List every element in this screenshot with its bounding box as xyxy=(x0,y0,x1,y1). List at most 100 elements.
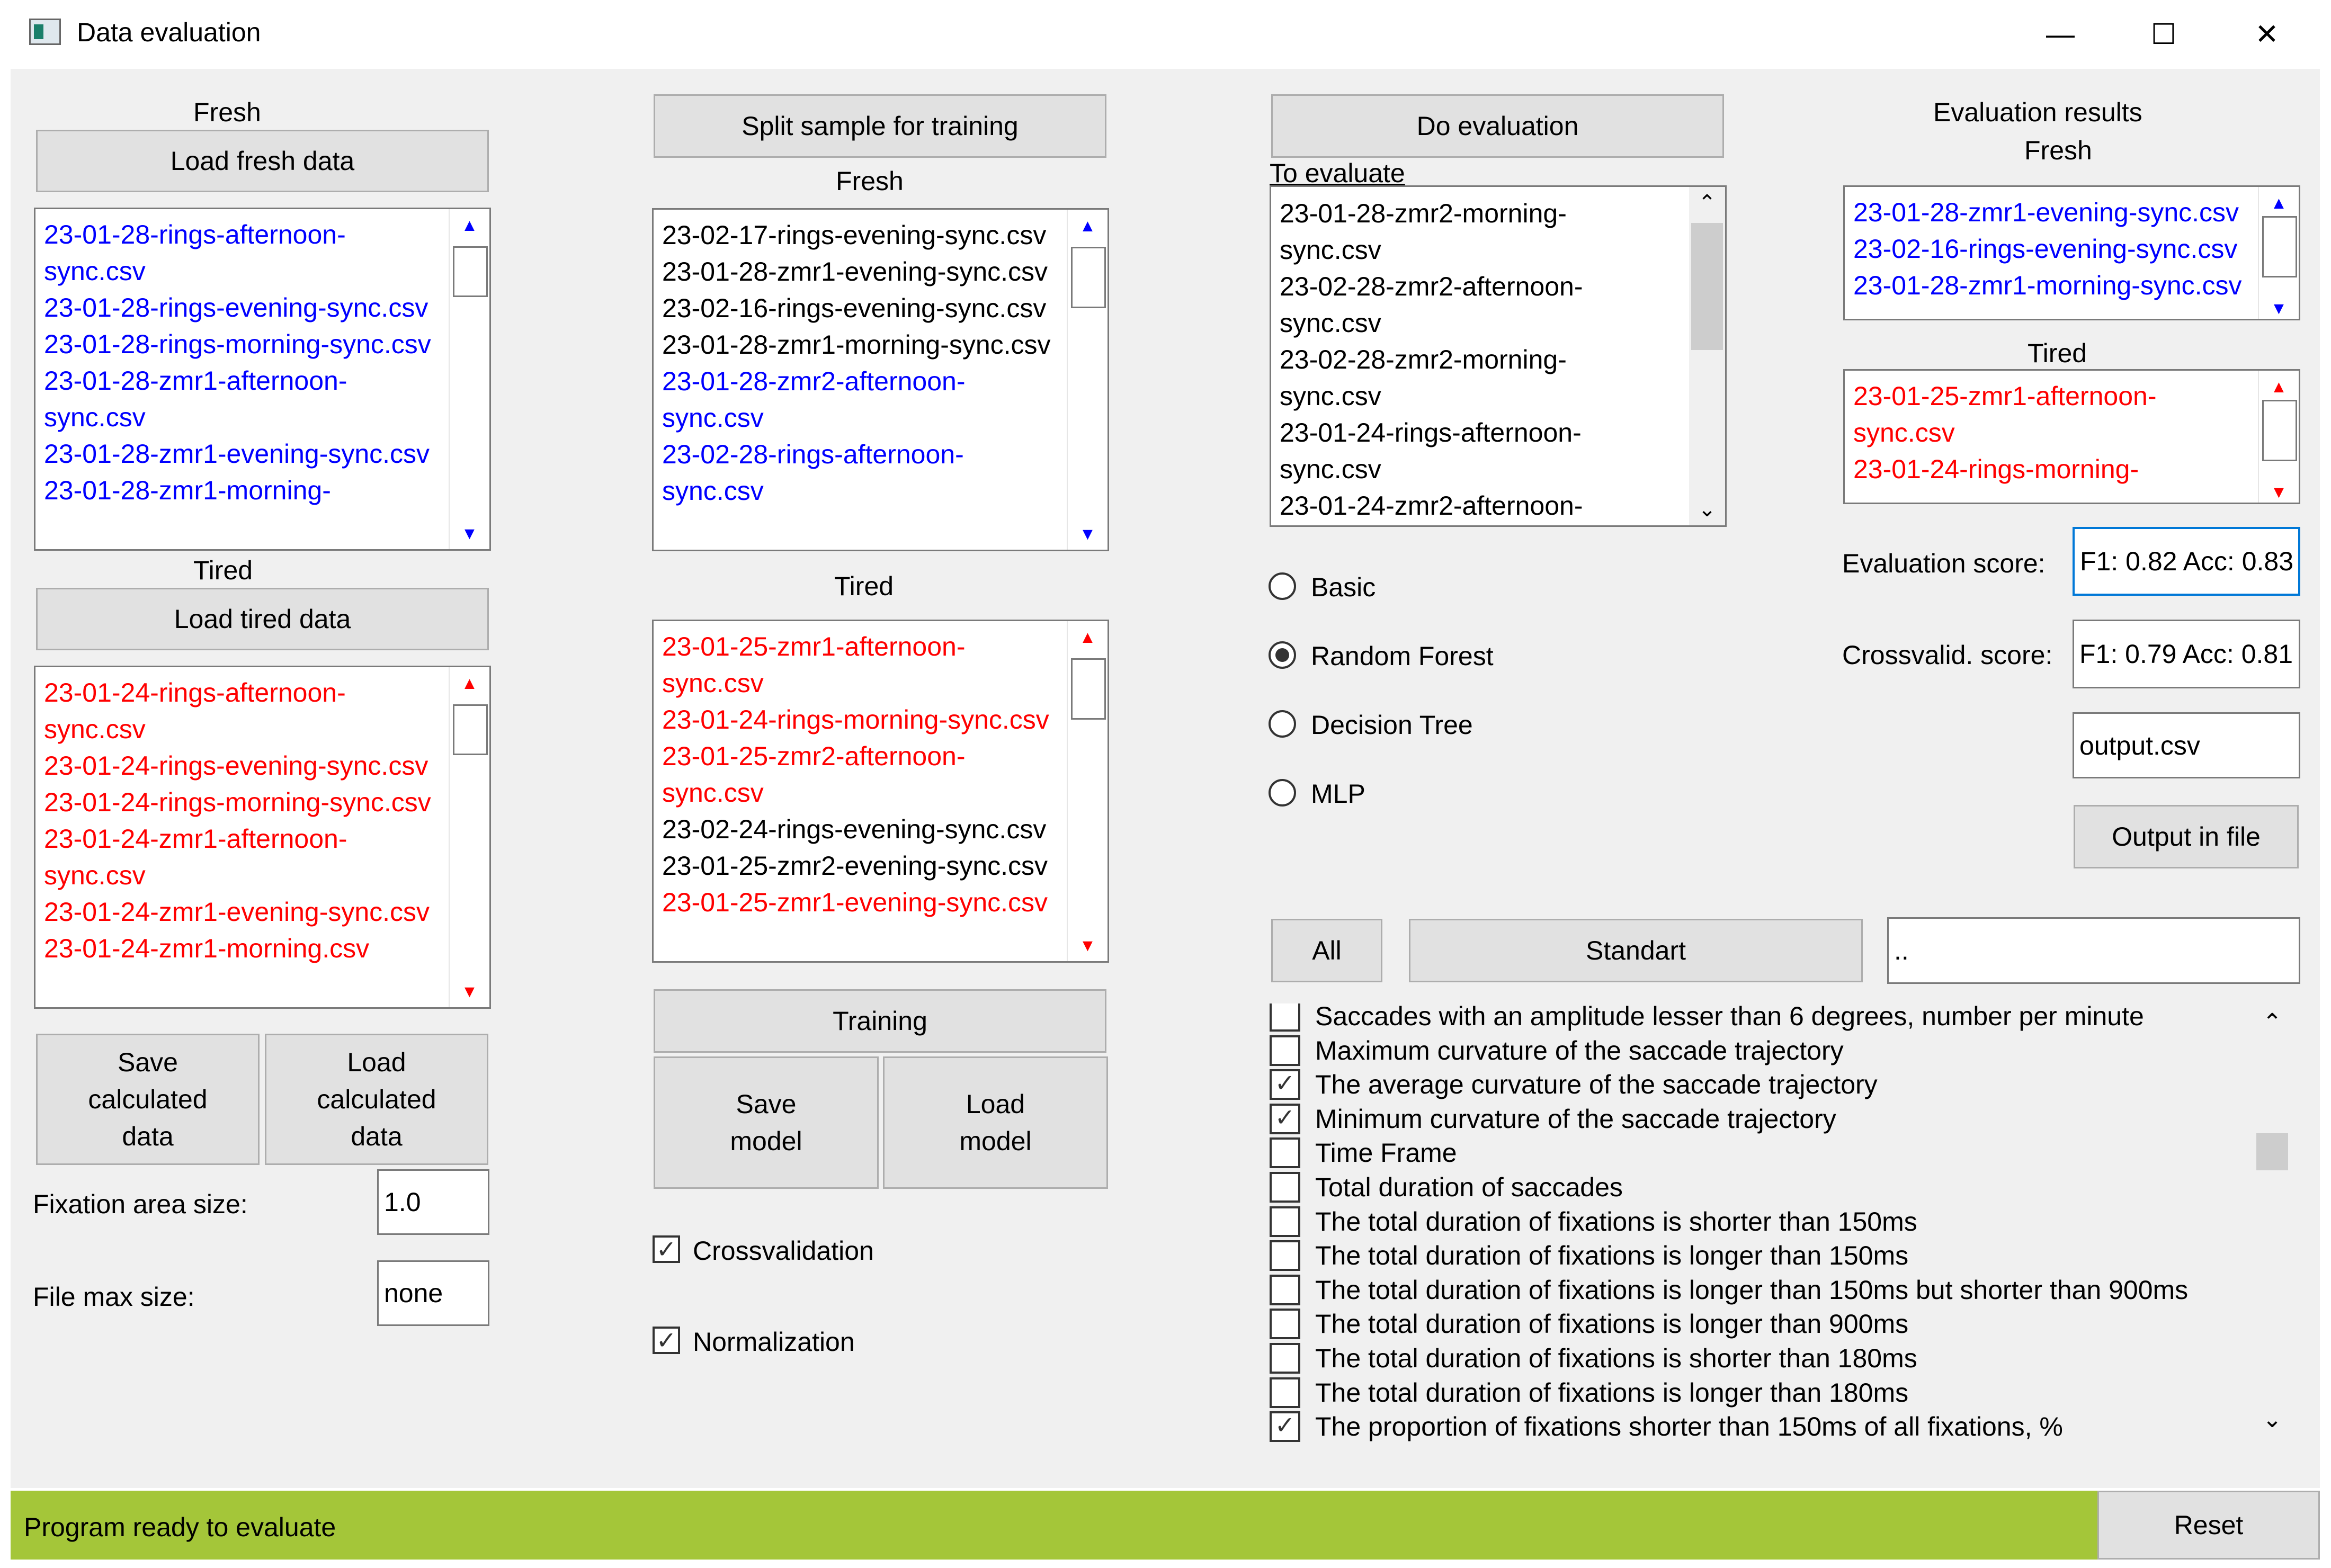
list-item[interactable]: 23-01-28-zmr2-afternoon-sync.csv xyxy=(662,366,966,433)
results-fresh-scrollbar[interactable]: ▲ ▼ xyxy=(2258,187,2299,319)
file-max-size-input[interactable]: none xyxy=(377,1260,489,1326)
feature-row[interactable]: ✓ The proportion of fixations shorter tha… xyxy=(1270,1410,2063,1443)
list-item[interactable]: 23-01-28-zmr1-evening-sync.csv xyxy=(1853,198,2239,227)
save-calculated-data-button[interactable]: Save calculated data xyxy=(36,1034,260,1165)
list-item[interactable]: 23-02-16-rings-evening-sync.csv xyxy=(662,293,1047,323)
list-item[interactable]: 23-01-28-zmr2-morning-sync.csv xyxy=(1280,199,1567,265)
scroll-down-icon[interactable]: ▼ xyxy=(461,982,478,1001)
list-item[interactable]: 23-01-28-rings-morning-sync.csv xyxy=(44,329,431,359)
minimize-icon[interactable]: — xyxy=(2046,19,2075,50)
to-evaluate-list[interactable]: 23-01-28-zmr2-morning-sync.csv 23-02-28-z… xyxy=(1270,185,1727,527)
scroll-up-icon[interactable]: ▲ xyxy=(1079,216,1096,235)
output-in-file-button[interactable]: Output in file xyxy=(2074,805,2299,868)
list-item[interactable]: 23-02-28-zmr2-morning-sync.csv xyxy=(1280,345,1567,411)
list-item[interactable]: 23-01-24-zmr1-morning.csv xyxy=(44,934,370,963)
list-item[interactable]: 23-01-28-rings-afternoon-sync.csv xyxy=(44,220,346,286)
split-tired-scrollbar[interactable]: ▲ ▼ xyxy=(1067,621,1108,961)
crossvalid-score-field[interactable]: F1: 0.79 Acc: 0.81 xyxy=(2073,620,2300,688)
feature-row[interactable]: ✓ Minimum curvature of the saccade trajec… xyxy=(1270,1102,1836,1136)
feature-row[interactable]: The total duration of fixations is longe… xyxy=(1270,1239,1908,1273)
model-option[interactable]: Basic xyxy=(1269,569,1745,606)
split-fresh-scrollbar[interactable]: ▲ ▼ xyxy=(1067,210,1108,550)
list-item[interactable]: 23-01-28-zmr1-afternoon-sync.csv xyxy=(44,366,347,432)
model-option[interactable]: Random Forest xyxy=(1269,638,1745,675)
list-item[interactable]: 23-01-24-rings-afternoon-sync.csv xyxy=(1280,418,1582,484)
radio-button[interactable] xyxy=(1269,710,1296,738)
scroll-down-icon[interactable]: ▼ xyxy=(1079,524,1096,543)
feature-checkbox[interactable]: ✓ xyxy=(1270,1069,1300,1100)
load-calculated-data-button[interactable]: Load calculated data xyxy=(265,1034,488,1165)
scroll-up-icon[interactable]: ▲ xyxy=(2270,377,2288,396)
split-fresh-list[interactable]: 23-02-17-rings-evening-sync.csv 23-01-28-… xyxy=(652,208,1109,551)
feature-checkbox[interactable] xyxy=(1270,1274,1300,1305)
scroll-down-icon[interactable]: ▼ xyxy=(1079,936,1096,955)
list-item[interactable]: 23-02-28-rings-afternoon-sync.csv xyxy=(662,440,964,506)
results-tired-list[interactable]: 23-01-25-zmr1-afternoon-sync.csv 23-01-24… xyxy=(1843,369,2300,504)
radio-button[interactable] xyxy=(1269,572,1296,600)
scroll-down-icon[interactable]: ▼ xyxy=(2270,482,2288,501)
feature-row[interactable]: The total duration of fixations is longe… xyxy=(1270,1307,1908,1341)
scroll-thumb[interactable] xyxy=(2262,400,2297,461)
list-item[interactable]: 23-01-24-rings-morning-sync.csv xyxy=(44,787,431,817)
list-item[interactable]: 23-02-28-zmr2-afternoon-sync.csv xyxy=(1280,272,1583,338)
chevron-up-icon[interactable]: ⌃ xyxy=(2262,1009,2282,1035)
radio-button[interactable] xyxy=(1269,641,1296,669)
results-fresh-list[interactable]: 23-01-28-zmr1-evening-sync.csv 23-02-16-r… xyxy=(1843,185,2300,320)
save-model-button[interactable]: Save model xyxy=(654,1056,879,1189)
list-item[interactable]: 23-01-24-zmr1-evening-sync.csv xyxy=(44,897,430,927)
fixation-area-input[interactable]: 1.0 xyxy=(377,1169,489,1235)
list-item[interactable]: 23-02-16-rings-evening-sync.csv xyxy=(1853,234,2238,264)
list-item[interactable]: 23-02-17-rings-evening-sync.csv xyxy=(662,220,1047,250)
feature-row[interactable]: ✓ The average curvature of the saccade tr… xyxy=(1270,1068,1878,1101)
model-option[interactable]: Decision Tree xyxy=(1269,707,1745,744)
training-button[interactable]: Training xyxy=(654,989,1106,1053)
list-item[interactable]: 23-01-24-zmr2-afternoon- xyxy=(1280,491,1583,521)
list-item[interactable]: 23-01-28-rings-evening-sync.csv xyxy=(44,293,428,322)
feature-row[interactable]: Maximum curvature of the saccade traject… xyxy=(1270,1034,1844,1068)
split-tired-list[interactable]: 23-01-25-zmr1-afternoon-sync.csv 23-01-24… xyxy=(652,620,1109,963)
list-item[interactable]: 23-01-24-rings-morning-sync.csv xyxy=(662,705,1049,734)
radio-button[interactable] xyxy=(1269,779,1296,807)
scroll-up-icon[interactable]: ▲ xyxy=(1079,628,1096,647)
list-item[interactable]: 23-01-25-zmr2-afternoon-sync.csv xyxy=(662,741,966,808)
list-item[interactable]: 23-01-28-zmr1-evening-sync.csv xyxy=(44,439,430,469)
list-item[interactable]: 23-01-25-zmr1-evening-sync.csv xyxy=(662,888,1048,917)
list-item[interactable]: 23-01-25-zmr1-afternoon-sync.csv xyxy=(662,632,966,698)
list-item[interactable]: 23-01-28-zmr1-morning-sync.csv xyxy=(1853,271,2242,300)
scroll-thumb[interactable] xyxy=(2256,1133,2288,1170)
feature-checkbox[interactable] xyxy=(1270,1240,1300,1271)
feature-checkbox[interactable] xyxy=(1270,1035,1300,1066)
load-fresh-data-button[interactable]: Load fresh data xyxy=(36,130,489,192)
feature-checkbox[interactable] xyxy=(1270,1343,1300,1374)
chevron-up-icon[interactable]: ⌃ xyxy=(1698,191,1716,214)
fresh-files-list[interactable]: 23-01-28-rings-afternoon-sync.csv 23-01-2… xyxy=(34,208,491,551)
to-evaluate-scrollbar[interactable]: ⌃ ⌄ xyxy=(1689,187,1725,525)
feature-checkbox[interactable] xyxy=(1270,1206,1300,1237)
feature-row[interactable]: Total duration of saccades xyxy=(1270,1170,1623,1204)
fresh-files-scrollbar[interactable]: ▲ ▼ xyxy=(449,209,489,549)
feature-checkbox[interactable] xyxy=(1270,1003,1300,1032)
features-filter-input[interactable]: .. xyxy=(1887,917,2300,984)
normalization-checkbox[interactable]: ✓ xyxy=(653,1327,680,1354)
scroll-up-icon[interactable]: ▲ xyxy=(461,674,478,693)
scroll-down-icon[interactable]: ▼ xyxy=(2270,299,2288,318)
list-item[interactable]: 23-01-28-zmr1-morning-sync.csv xyxy=(662,330,1051,360)
list-item[interactable]: 23-02-24-rings-evening-sync.csv xyxy=(662,814,1047,844)
list-item[interactable]: 23-01-24-rings-morning- xyxy=(1853,454,2139,484)
features-scrollbar[interactable]: ⌃ ⌄ xyxy=(2254,1003,2291,1443)
scroll-thumb[interactable] xyxy=(453,704,488,755)
load-model-button[interactable]: Load model xyxy=(883,1056,1108,1189)
tired-files-list[interactable]: 23-01-24-rings-afternoon-sync.csv 23-01-2… xyxy=(34,666,491,1009)
features-list[interactable]: Saccades with an amplitude lesser than 6… xyxy=(1269,1003,2291,1443)
scroll-thumb[interactable] xyxy=(2262,216,2297,277)
scroll-thumb[interactable] xyxy=(453,246,488,297)
do-evaluation-button[interactable]: Do evaluation xyxy=(1271,94,1724,158)
list-item[interactable]: 23-01-28-zmr1-evening-sync.csv xyxy=(662,257,1048,286)
list-item[interactable]: 23-01-25-zmr2-evening-sync.csv xyxy=(662,851,1048,881)
feature-checkbox[interactable]: ✓ xyxy=(1270,1411,1300,1442)
all-features-button[interactable]: All xyxy=(1271,919,1382,982)
evaluation-score-field[interactable]: F1: 0.82 Acc: 0.83 xyxy=(2073,527,2300,596)
feature-row[interactable]: The total duration of fixations is short… xyxy=(1270,1341,1917,1375)
feature-row[interactable]: The total duration of fixations is short… xyxy=(1270,1205,1917,1239)
close-icon[interactable]: ✕ xyxy=(2255,19,2279,50)
